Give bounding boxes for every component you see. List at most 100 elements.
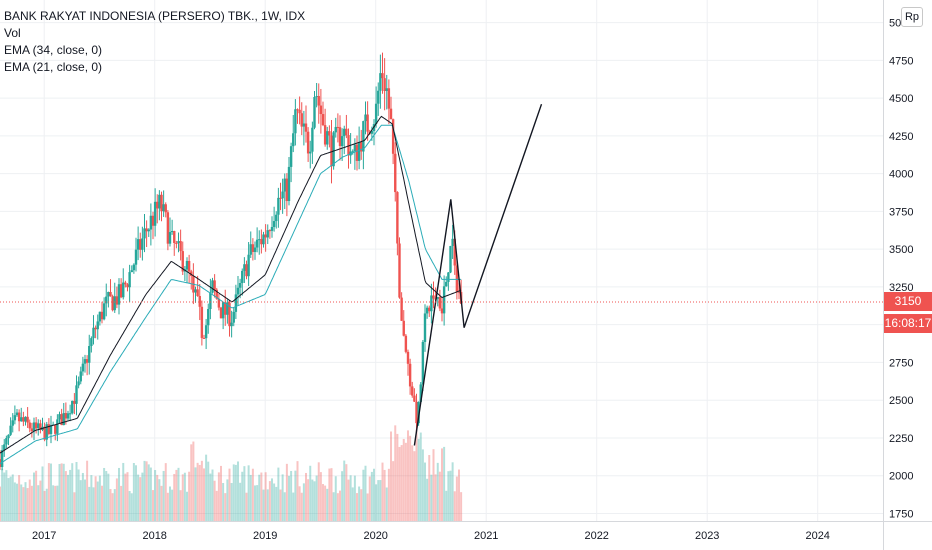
candle-body [289,146,293,167]
candle-body [81,363,85,372]
volume-bar [67,474,69,521]
volume-bar [341,471,344,521]
volume-bar [264,472,267,521]
candle-body [311,127,314,152]
candle-body [277,197,280,215]
volume-bar [436,462,439,521]
volume-bar [54,485,57,521]
volume-bar [113,489,116,521]
candle-body [122,282,125,298]
candle-body [100,311,104,320]
candle-body [151,215,155,226]
volume-bar [109,489,112,521]
volume-bar [445,490,448,521]
volume-bar [205,454,208,521]
ema21-legend[interactable]: EMA (21, close, 0) [4,60,103,74]
candle-body [98,311,102,322]
volume-bar [426,478,429,521]
time-axis[interactable]: 2017 2018 2019 2020 2021 2022 2023 2024 [32,530,830,542]
time-tick-label: 2023 [695,530,719,542]
volume-bar [398,446,401,521]
candle-body [94,327,97,330]
volume-bar [188,471,191,521]
candle-body [190,271,193,276]
candle-body [7,434,10,439]
volume-bar [260,472,263,521]
volume-bar [98,475,101,521]
candle-body [226,302,229,315]
candle-body [198,296,201,307]
volume-bar [322,484,324,521]
candle-body [24,416,27,422]
volume-legend[interactable]: Vol [4,26,21,40]
candle-body [90,338,93,347]
candle-body [130,270,133,273]
symbol-title[interactable]: BANK RAKYAT INDONESIA (PERSERO) TBK., 1W… [4,9,306,23]
volume-bar [336,493,339,521]
volume-bar [9,476,12,521]
volume-bar [345,464,348,521]
volume-bar [281,474,284,521]
candle-body [128,272,131,288]
volume-bar [315,475,318,521]
volume-bar [302,483,305,521]
volume-bar [362,469,365,521]
candle-body [173,231,176,243]
volume-bar [196,462,199,521]
price-tick-label: 2500 [889,395,913,407]
volume-bar [226,479,229,521]
candle-body [447,272,450,282]
candle-body [238,283,242,288]
candle-body [287,166,291,202]
candle-body [389,108,393,120]
candle-body [275,214,278,222]
volume-bar [3,472,6,521]
ema34-legend[interactable]: EMA (34, close, 0) [4,43,103,57]
currency-button[interactable]: Rp [901,7,923,27]
candle-body [30,428,34,432]
volume-bar [266,489,269,521]
candle-body [79,371,82,382]
candle-body [351,151,354,153]
volume-bar [122,462,125,521]
price-axis[interactable]: 1750200022502500275030003250350037504000… [889,18,913,521]
candle-body [32,422,36,432]
volume-bar [28,479,31,521]
volume-bar [215,490,218,521]
candle-body [408,363,412,387]
volume-bar [101,485,103,521]
volume-bar [213,480,216,521]
candle-body [279,197,282,199]
volume-bar [62,463,65,521]
volume-bar [16,483,18,521]
candle-body [75,385,78,404]
volume-bar [169,486,171,521]
candle-body [266,230,269,238]
candle-body [411,386,414,396]
volume-bar [156,474,159,521]
volume-bar [224,493,227,521]
candle-body [336,126,340,128]
volume-bar [130,493,133,521]
volume-bar [135,465,137,521]
volume-bar [277,467,280,521]
candle-body [232,311,235,323]
volume-bar [0,486,1,521]
volume-bar [22,487,25,521]
time-tick-label: 2022 [584,530,608,542]
candle-body [185,260,189,270]
volume-bar [190,444,193,521]
candle-body [126,284,129,288]
candle-body [419,384,422,402]
candle-body [328,131,331,136]
trend-drawing[interactable] [413,103,543,446]
candle-body [147,229,150,232]
candle-body [107,291,110,297]
candle-body [202,337,206,339]
volume-bar [81,472,84,521]
volume-bar [379,480,382,521]
candle-body [96,321,99,330]
candle-body [83,359,87,364]
candle-body [200,306,204,338]
